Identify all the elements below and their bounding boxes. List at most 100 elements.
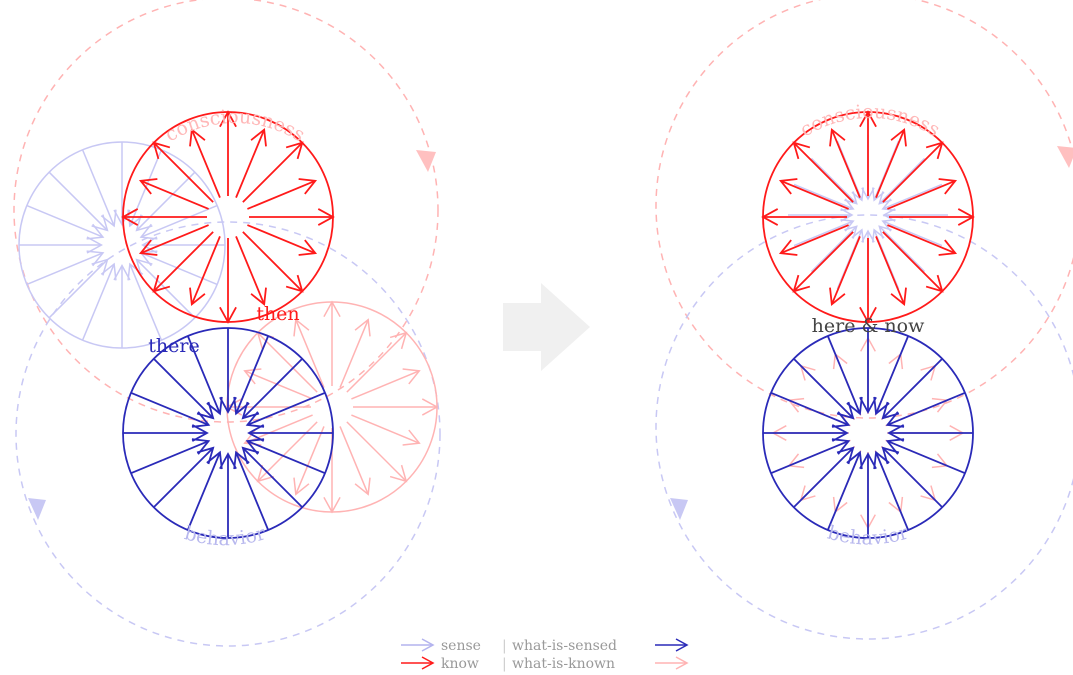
outward-arrow (339, 426, 371, 496)
inward-arrow (826, 450, 863, 531)
inward-arrow (113, 264, 131, 348)
inward-arrow (887, 424, 973, 442)
inward-arrow (219, 452, 237, 538)
right-behavior-orbit-arrowhead (670, 498, 688, 520)
outward-arrow (323, 300, 341, 386)
inward-arrow (859, 328, 877, 414)
outward-arrow (353, 398, 439, 416)
outward-arrow (235, 236, 267, 307)
inward-arrow (885, 438, 966, 475)
outward-arrow (138, 224, 209, 256)
here-now-label: here & now (812, 315, 925, 337)
outward-arrow (189, 236, 221, 307)
left-consciousness-label: consciousness (161, 106, 308, 146)
inward-arrow (233, 450, 270, 531)
legend-separator-2: | (502, 656, 507, 672)
inward-arrow (186, 450, 223, 531)
inward-arrow (763, 424, 849, 442)
outward-arrow (887, 178, 958, 210)
inward-arrow (245, 438, 326, 475)
outward-arrow (875, 127, 907, 198)
right-consciousness-orbit (655, 0, 1073, 419)
inward-arrow (130, 438, 211, 475)
outward-arrow (882, 231, 944, 293)
inward-arrow (826, 335, 863, 416)
inward-arrow (130, 391, 211, 428)
outward-arrow (293, 426, 325, 496)
outward-arrow (121, 208, 207, 226)
legend-sense-label: sense (441, 638, 481, 654)
inward-arrow (48, 258, 109, 319)
inward-arrow (139, 204, 218, 240)
outward-arrow (889, 208, 975, 226)
inward-arrow (793, 358, 855, 420)
inward-arrow (247, 424, 333, 442)
legend-sense-arrow-icon (401, 638, 435, 652)
inward-arrow (241, 446, 303, 508)
inward-arrow (113, 142, 131, 226)
outward-arrow (761, 208, 847, 226)
inward-arrow (770, 438, 851, 475)
svg-text:behavior: behavior (182, 522, 269, 550)
legend: sense | what-is-sensed know | what-is-kn… (401, 638, 689, 672)
right-behavior-orbit (655, 214, 1073, 640)
inward-arrow (770, 391, 851, 428)
outward-arrow (859, 110, 877, 196)
inward-arrow (153, 446, 215, 508)
outward-arrow (829, 127, 861, 198)
inward-arrow (81, 149, 117, 228)
outward-arrow (887, 224, 958, 256)
outward-arrow (247, 224, 318, 256)
legend-what-is-known-arrow-icon (655, 656, 689, 670)
outward-arrow (242, 141, 304, 203)
left-behavior-orbit-arrowhead (28, 498, 46, 520)
outward-arrow (778, 178, 849, 210)
inward-arrow (881, 183, 943, 212)
legend-separator-1: | (502, 638, 507, 654)
inward-arrow (81, 262, 117, 341)
sense-circle (122, 327, 334, 539)
inward-arrow (26, 204, 105, 240)
inward-arrow (245, 391, 326, 428)
outward-arrow (351, 414, 421, 446)
inward-arrow (186, 335, 223, 416)
outward-arrow (152, 231, 214, 293)
inward-arrow (127, 262, 163, 341)
legend-know-arrow-icon (401, 656, 435, 670)
right-consciousness-label: consciousness (796, 101, 943, 141)
inward-arrow (26, 250, 105, 286)
there-label: there (148, 335, 199, 357)
outward-arrow (256, 421, 318, 483)
legend-what-is-sensed-label: what-is-sensed (512, 638, 617, 654)
inward-arrow (241, 358, 303, 420)
inward-arrow (139, 250, 218, 286)
sense-circle-right (762, 327, 974, 539)
outward-arrow (792, 141, 854, 203)
inward-arrow (123, 424, 209, 442)
inward-arrow (19, 236, 103, 254)
outward-arrow (235, 127, 267, 198)
legend-know-label: know (441, 656, 479, 672)
svg-text:consciousness: consciousness (161, 106, 308, 146)
outward-arrow (792, 231, 854, 293)
outward-arrow (339, 318, 371, 388)
inward-arrow (881, 218, 943, 247)
inward-arrow (233, 335, 270, 416)
inward-arrow (135, 171, 196, 232)
inward-arrow (788, 208, 854, 222)
outward-arrow (138, 178, 209, 210)
outward-arrow (189, 127, 221, 198)
know-circle-right (761, 110, 975, 324)
inward-arrow (153, 358, 215, 420)
inward-arrow (810, 225, 858, 273)
outward-arrow (829, 236, 861, 307)
inward-arrow (878, 157, 926, 205)
left-consciousness-orbit (13, 0, 439, 423)
then-label: then (256, 303, 299, 325)
outward-arrow (249, 208, 335, 226)
inward-arrow (48, 171, 109, 232)
inward-arrow (882, 208, 948, 222)
outward-arrow (242, 231, 304, 293)
inward-arrow (881, 446, 943, 508)
inward-arrow (873, 335, 910, 416)
